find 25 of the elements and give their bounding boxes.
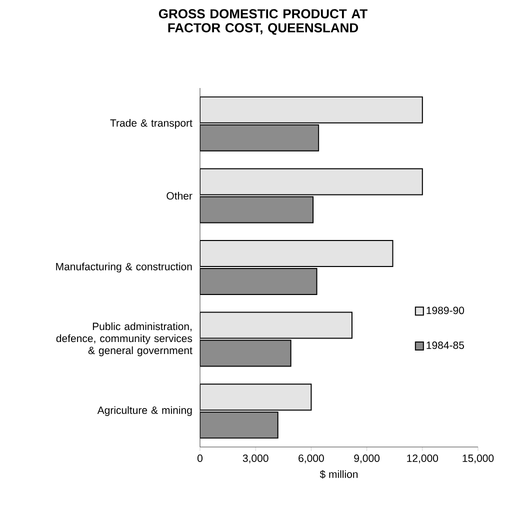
bar	[200, 124, 320, 152]
bar	[200, 168, 423, 196]
legend-label: 1984-85	[426, 342, 464, 349]
x-tick-label: 9,000	[354, 454, 380, 464]
bar	[200, 196, 314, 224]
x-tick-label: 0	[197, 454, 203, 462]
y-tick-label: Manufacturing & construction	[56, 262, 192, 272]
x-tick-label: 3,000	[242, 454, 268, 464]
x-tick-label: 6,000	[298, 454, 324, 464]
bar	[200, 312, 352, 339]
x-axis-title: $ million	[320, 470, 358, 479]
y-tick-label: Public administration, defence, community services & general government	[56, 322, 192, 356]
y-tick-label: Other	[166, 192, 192, 200]
bar	[200, 96, 423, 124]
x-tick-label: 12,000	[407, 454, 438, 464]
bar	[200, 240, 394, 268]
chart-title: GROSS DOMESTIC PRODUCT AT FACTOR COST, QUEENSLAND	[158, 9, 368, 35]
bar	[200, 412, 278, 439]
y-tick-label: Trade & transport	[110, 119, 192, 129]
y-tick-label: Agriculture & mining	[97, 406, 192, 416]
bar	[200, 384, 312, 411]
x-tick-label: 15,000	[462, 454, 494, 464]
legend-label: 1989-90	[426, 306, 464, 314]
bar	[200, 268, 318, 296]
bar	[200, 340, 292, 367]
